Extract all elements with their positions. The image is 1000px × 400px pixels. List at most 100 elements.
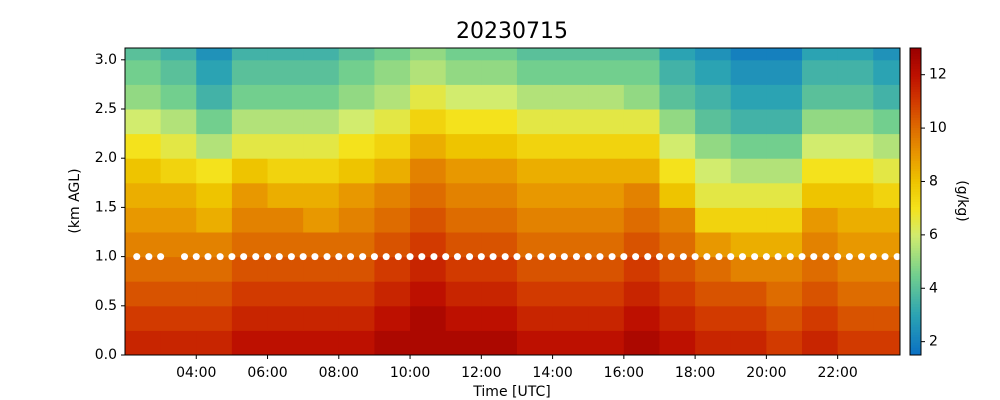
marker: [216, 253, 224, 261]
heatmap-cell: [445, 158, 482, 184]
colorbar-segment: [910, 319, 921, 323]
colorbar-segment: [910, 250, 921, 254]
heatmap-cell: [231, 133, 269, 159]
marker: [798, 253, 806, 261]
heatmap-cell: [837, 158, 874, 184]
colorbar-segment: [910, 306, 921, 310]
heatmap-cell: [873, 182, 900, 208]
x-tick-label: 06:00: [247, 365, 287, 381]
colorbar-segment: [910, 50, 921, 54]
heatmap-cell: [766, 59, 803, 85]
heatmap-cell: [695, 281, 732, 307]
heatmap-cell: [623, 48, 660, 61]
heatmap-cell: [481, 59, 518, 85]
heatmap-cell: [802, 232, 839, 258]
colorbar-segment: [910, 308, 921, 313]
heatmap-cell: [231, 207, 269, 233]
colorbar-label: (g/kg): [954, 180, 970, 222]
marker: [549, 253, 557, 261]
heatmap-cell: [196, 133, 233, 159]
heatmap-cell: [802, 48, 839, 61]
heatmap-cell: [303, 256, 340, 282]
colorbar-segment: [910, 288, 921, 292]
heatmap-cell: [267, 59, 304, 85]
heatmap-cell: [588, 48, 625, 61]
colorbar-segment: [910, 326, 921, 330]
heatmap-cell: [766, 133, 803, 159]
heatmap-cell: [730, 281, 767, 307]
marker: [834, 253, 842, 261]
heatmap-cell: [695, 330, 732, 355]
marker: [418, 253, 426, 261]
marker: [299, 253, 307, 261]
marker: [739, 253, 747, 261]
heatmap-cell: [196, 256, 233, 282]
colorbar-segment: [910, 229, 921, 233]
heatmap-cell: [196, 207, 233, 233]
heatmap-cell: [659, 182, 696, 208]
heatmap-cell: [837, 281, 874, 307]
colorbar-segment: [910, 132, 921, 136]
colorbar-segment: [910, 122, 921, 126]
heatmap-cell: [588, 84, 625, 110]
heatmap-cell: [338, 158, 375, 184]
heatmap-cell: [552, 207, 589, 233]
heatmap-cell: [481, 232, 518, 258]
heatmap-cell: [730, 232, 767, 258]
colorbar-segment: [910, 311, 921, 315]
colorbar-segment: [910, 349, 921, 353]
colorbar-segment: [910, 247, 921, 251]
heatmap-cell: [659, 133, 696, 159]
axes: 04:00 06:00 08:00 10:00 12:00 14:00 16:00 18:00…: [95, 47, 901, 381]
heatmap-cell: [623, 158, 660, 184]
colorbar-segment: [910, 152, 921, 156]
heatmap-cell: [196, 232, 233, 258]
colorbar-segment: [910, 114, 921, 118]
heatmap-cell: [196, 109, 233, 135]
heatmap-cell: [410, 84, 447, 110]
heatmap-cell: [552, 84, 589, 110]
heatmap-cell: [303, 133, 340, 159]
heatmap-cell: [410, 48, 447, 61]
marker: [335, 253, 343, 261]
heatmap-cell: [125, 133, 162, 159]
heatmap-cell: [802, 84, 839, 110]
heatmap-cell: [516, 59, 554, 85]
heatmap-cell: [766, 207, 803, 233]
heatmap-cell: [837, 256, 874, 282]
marker: [145, 253, 153, 261]
heatmap-cell: [623, 256, 660, 282]
x-axis-label: Time [UTC]: [472, 384, 550, 400]
heatmap-cell: [623, 281, 660, 307]
y-tick-label: 1.0: [95, 249, 117, 265]
heatmap-cell: [695, 84, 732, 110]
colorbar-segment: [910, 68, 921, 72]
colorbar-segment: [910, 142, 921, 146]
colorbar-segment: [910, 55, 921, 59]
heatmap-cell: [837, 207, 874, 233]
colorbar-segment: [910, 124, 921, 128]
marker: [881, 253, 889, 261]
marker: [370, 253, 378, 261]
colorbar-frame: [909, 47, 922, 356]
marker: [489, 253, 497, 261]
heatmap-cell: [481, 256, 518, 282]
colorbar-segment: [910, 265, 921, 269]
heatmap-cell: [481, 281, 518, 307]
heatmap-cell: [338, 232, 375, 258]
heatmap-cell: [766, 84, 803, 110]
heatmap-cell: [588, 305, 625, 331]
colorbar-segment: [910, 219, 921, 223]
marker: [537, 253, 545, 261]
colorbar-segment: [910, 183, 921, 187]
colorbar-segment: [910, 234, 921, 238]
heatmap-cell: [481, 109, 518, 135]
heatmap-cell: [516, 109, 554, 135]
heatmap-cell: [730, 256, 767, 282]
y-axis-label: (km AGL): [67, 168, 83, 233]
heatmap-cell: [837, 133, 874, 159]
heatmap-cell: [160, 281, 197, 307]
colorbar-segment: [910, 216, 921, 220]
colorbar-segment: [910, 260, 921, 264]
heatmap-cell: [125, 232, 162, 258]
